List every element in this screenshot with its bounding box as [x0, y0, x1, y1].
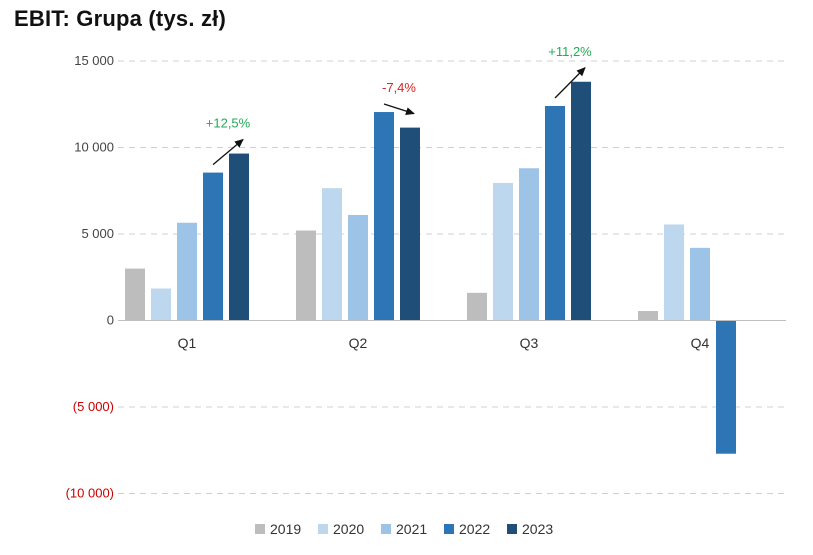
bar-q3-2019: [467, 292, 487, 321]
category-label: Q1: [178, 335, 197, 351]
category-label: Q3: [520, 335, 539, 351]
legend-swatch: [318, 524, 328, 534]
bar-q2-2021: [348, 214, 368, 321]
growth-label: +11,2%: [548, 44, 592, 59]
y-tick-label: 10 000: [74, 140, 114, 155]
bar-q3-2021: [519, 168, 539, 321]
legend-item: 2023: [507, 521, 553, 537]
bar-q1-2021: [177, 222, 197, 321]
category-labels: Q1 Q2 Q3 Q4: [178, 335, 710, 351]
legend-label: 2020: [333, 521, 364, 537]
y-tick-label: (5 000): [73, 399, 114, 414]
bar-q2-2022: [374, 112, 394, 321]
legend-swatch: [444, 524, 454, 534]
bar-q4-2021: [690, 247, 710, 321]
legend-item: 2019: [255, 521, 301, 537]
legend-item: 2020: [318, 521, 364, 537]
legend-swatch: [507, 524, 517, 534]
growth-arrow: [554, 67, 586, 99]
bar-q4-2022: [716, 320, 736, 454]
category-label: Q4: [691, 335, 710, 351]
category-label: Q2: [349, 335, 368, 351]
y-tick-label: 15 000: [74, 53, 114, 68]
legend-swatch: [255, 524, 265, 534]
growth-annotations: +12,5% -7,4% +11,2%: [206, 44, 592, 166]
bar-q1-2023: [229, 153, 249, 321]
legend-label: 2022: [459, 521, 490, 537]
y-tick-label: 0: [107, 313, 114, 328]
growth-label: -7,4%: [382, 80, 416, 95]
y-tick-label: (10 000): [66, 486, 114, 501]
bar-q4-2020: [664, 224, 684, 321]
growth-arrow: [383, 103, 415, 115]
legend-label: 2021: [396, 521, 427, 537]
growth-arrow: [212, 138, 244, 166]
bar-q3-2020: [493, 182, 513, 321]
y-axis-tick-labels: 15 000 10 000 5 000 0 (5 000) (10 000): [66, 53, 114, 501]
bar-q2-2020: [322, 188, 342, 321]
bar-q3-2023: [571, 81, 591, 321]
legend-item: 2022: [444, 521, 490, 537]
legend-label: 2023: [522, 521, 553, 537]
bar-q1-2020: [151, 288, 171, 321]
legend-label: 2019: [270, 521, 301, 537]
bar-q1-2022: [203, 172, 223, 321]
bar-q4-2019: [638, 310, 658, 321]
y-tick-label: 5 000: [81, 226, 114, 241]
bar-q3-2022: [545, 105, 565, 321]
bars: [125, 81, 736, 454]
chart-title: EBIT: Grupa (tys. zł): [14, 6, 226, 31]
legend-item: 2021: [381, 521, 427, 537]
legend-swatch: [381, 524, 391, 534]
growth-label: +12,5%: [206, 116, 251, 131]
bar-q1-2019: [125, 268, 145, 321]
bar-q2-2023: [400, 127, 420, 321]
legend: 2019 2020 2021 2022 2023: [255, 521, 553, 537]
bar-q2-2019: [296, 230, 316, 321]
